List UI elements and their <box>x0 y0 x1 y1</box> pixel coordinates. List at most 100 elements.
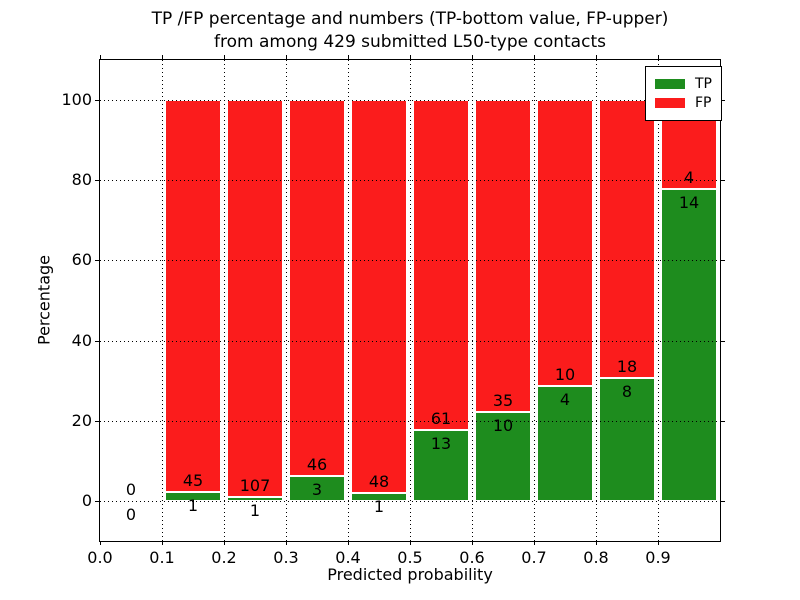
y-tick-label: 100 <box>61 90 92 110</box>
x-tick-bottom <box>100 541 101 545</box>
x-tick-top <box>472 55 473 59</box>
x-tick-label: 0.4 <box>335 548 361 567</box>
y-tick-label: 0 <box>81 490 92 510</box>
chart-title-line1: TP /FP percentage and numbers (TP-bottom… <box>151 9 669 29</box>
bar-label-fp-count: 48 <box>368 471 390 491</box>
x-tick-top <box>162 55 163 59</box>
bar-label-tp-count: 4 <box>559 390 571 410</box>
y-tick-right <box>721 100 725 102</box>
x-tick-label: 0.2 <box>211 548 237 567</box>
x-tick-top <box>534 55 535 59</box>
bar-segment-tp <box>227 497 283 501</box>
bar-label-fp-count: 4 <box>683 168 695 188</box>
bar-label-tp-count: 1 <box>373 496 385 516</box>
tp-color-swatch <box>655 79 685 89</box>
plot-area: 0 0 45 1 107 1 46 3 48 1 61 13 35 10 10 4 18 8 4 14 <box>99 59 721 542</box>
bar-segment-fp <box>351 100 407 493</box>
legend: TP FP <box>645 66 722 121</box>
x-tick-label: 0.1 <box>149 548 175 567</box>
bar-label-tp-count: 1 <box>249 501 261 521</box>
x-tick-label: 0.0 <box>87 548 113 567</box>
bar-label-fp-count: 107 <box>239 476 271 496</box>
y-tick-right <box>721 500 725 502</box>
bar-segment-fp <box>413 100 469 431</box>
gridline-vertical <box>286 60 287 541</box>
x-tick-top <box>100 55 101 59</box>
y-tick-left <box>95 420 99 422</box>
x-tick-label: 0.9 <box>645 548 671 567</box>
x-tick-top <box>224 55 225 59</box>
bar-label-tp-count: 13 <box>430 434 452 454</box>
x-tick-label: 0.5 <box>397 548 423 567</box>
x-tick-bottom <box>534 541 535 545</box>
y-tick-right <box>721 260 725 262</box>
bar-segment-tp <box>537 386 593 501</box>
bar-label-tp-count: 10 <box>492 415 514 435</box>
bar-label-fp-count: 61 <box>430 409 452 429</box>
y-tick-right <box>721 420 725 422</box>
x-tick-bottom <box>410 541 411 545</box>
gridline-vertical <box>348 60 349 541</box>
bar-segment-tp <box>289 476 345 501</box>
x-tick-bottom <box>224 541 225 545</box>
y-tick-label: 20 <box>71 410 92 430</box>
bar-segment-tp <box>475 411 531 501</box>
x-tick-bottom <box>472 541 473 545</box>
chart-title-line2: from among 429 submitted L50-type contac… <box>214 32 606 52</box>
y-tick-right <box>721 180 725 182</box>
y-tick-left <box>95 500 99 502</box>
bar-label-fp-count: 18 <box>616 356 638 376</box>
x-tick-bottom <box>286 541 287 545</box>
bar-label-tp-count: 3 <box>311 480 323 500</box>
bar-segment-tp <box>351 492 407 501</box>
x-tick-bottom <box>162 541 163 545</box>
gridline-vertical <box>596 60 597 541</box>
y-tick-left <box>95 340 99 342</box>
x-tick-label: 0.3 <box>273 548 299 567</box>
bar-segment-fp <box>475 100 531 412</box>
y-tick-left <box>95 100 99 102</box>
y-tick-left <box>95 180 99 182</box>
y-tick-label: 40 <box>71 330 92 350</box>
bar-label-tp-count: 1 <box>187 496 199 516</box>
x-axis-label: Predicted probability <box>327 565 493 584</box>
y-tick-label: 60 <box>71 250 92 270</box>
bar-segment-tp <box>599 377 655 501</box>
gridline-vertical <box>410 60 411 541</box>
x-tick-top <box>348 55 349 59</box>
bar-segment-fp <box>289 100 345 477</box>
bar-segment-fp <box>165 100 221 493</box>
legend-item-tp: TP <box>655 76 712 92</box>
bar-label-tp-count: 14 <box>678 193 700 213</box>
bar-segment-fp <box>599 100 655 378</box>
bar-label-fp-count: 35 <box>492 390 514 410</box>
bar-segment-tp <box>661 189 717 501</box>
y-tick-left <box>95 260 99 262</box>
x-tick-bottom <box>348 541 349 545</box>
bar-segment-tp <box>165 492 221 501</box>
bar-label-tp-count: 0 <box>125 504 137 524</box>
bar-label-fp-count: 45 <box>182 471 204 491</box>
bar-label-fp-count: 10 <box>554 365 576 385</box>
bar-segment-tp <box>413 430 469 501</box>
y-tick-label: 80 <box>71 170 92 190</box>
gridline-vertical <box>658 60 659 541</box>
x-tick-bottom <box>658 541 659 545</box>
gridline-vertical <box>162 60 163 541</box>
x-tick-label: 0.6 <box>459 548 485 567</box>
legend-item-fp: FP <box>655 95 712 111</box>
gridline-vertical <box>224 60 225 541</box>
legend-label-tp: TP <box>695 76 712 92</box>
gridline-vertical <box>472 60 473 541</box>
bar-label-fp-count: 0 <box>125 479 137 499</box>
x-tick-label: 0.8 <box>583 548 609 567</box>
x-tick-bottom <box>596 541 597 545</box>
y-tick-right <box>721 340 725 342</box>
fp-color-swatch <box>655 98 685 108</box>
gridline-vertical <box>534 60 535 541</box>
x-tick-top <box>596 55 597 59</box>
x-tick-top <box>410 55 411 59</box>
x-tick-label: 0.7 <box>521 548 547 567</box>
chart-title: TP /FP percentage and numbers (TP-bottom… <box>100 8 720 54</box>
